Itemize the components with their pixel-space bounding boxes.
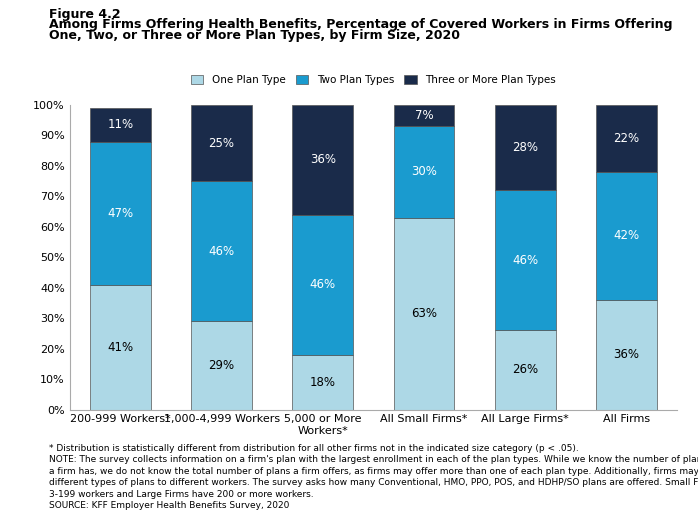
Text: * Distribution is statistically different from distribution for all other firms : * Distribution is statistically differen… [49,444,579,453]
Bar [292,105,353,215]
Text: 28%: 28% [512,141,538,154]
Bar [191,105,252,181]
Bar [394,218,454,410]
Text: SOURCE: KFF Employer Health Benefits Survey, 2020: SOURCE: KFF Employer Health Benefits Sur… [49,501,289,510]
Text: 30%: 30% [411,165,437,178]
Text: 18%: 18% [310,375,336,388]
Bar [292,215,353,355]
Bar [394,127,454,218]
Bar [596,172,657,300]
Text: Figure 4.2: Figure 4.2 [49,8,121,21]
Legend: One Plan Type, Two Plan Types, Three or More Plan Types: One Plan Type, Two Plan Types, Three or … [186,71,560,89]
Text: 36%: 36% [614,348,639,361]
Text: 46%: 46% [512,254,538,267]
Bar [394,105,454,127]
Text: 41%: 41% [107,341,133,353]
Bar [90,108,151,142]
Text: 46%: 46% [310,278,336,291]
Text: 26%: 26% [512,363,538,376]
Text: 3-199 workers and Large Firms have 200 or more workers.: 3-199 workers and Large Firms have 200 o… [49,490,313,499]
Bar [90,142,151,285]
Text: a firm has, we do not know the total number of plans a firm offers, as firms may: a firm has, we do not know the total num… [49,467,698,476]
Bar [292,355,353,410]
Text: 36%: 36% [310,153,336,166]
Text: 63%: 63% [411,307,437,320]
Text: 7%: 7% [415,109,433,122]
Bar [495,330,556,410]
Bar [90,285,151,410]
Bar [596,105,657,172]
Bar [191,321,252,410]
Text: different types of plans to different workers. The survey asks how many Conventi: different types of plans to different wo… [49,478,698,487]
Bar [495,105,556,190]
Text: 25%: 25% [209,136,235,150]
Text: 29%: 29% [209,359,235,372]
Text: NOTE: The survey collects information on a firm's plan with the largest enrollme: NOTE: The survey collects information on… [49,455,698,464]
Text: 42%: 42% [614,229,639,243]
Text: Among Firms Offering Health Benefits, Percentage of Covered Workers in Firms Off: Among Firms Offering Health Benefits, Pe… [49,18,672,31]
Text: 47%: 47% [107,207,133,219]
Bar [191,181,252,321]
Text: 22%: 22% [614,132,639,145]
Bar [495,190,556,330]
Text: One, Two, or Three or More Plan Types, by Firm Size, 2020: One, Two, or Three or More Plan Types, b… [49,29,460,42]
Text: 46%: 46% [209,245,235,258]
Bar [596,300,657,410]
Text: 11%: 11% [107,118,133,131]
